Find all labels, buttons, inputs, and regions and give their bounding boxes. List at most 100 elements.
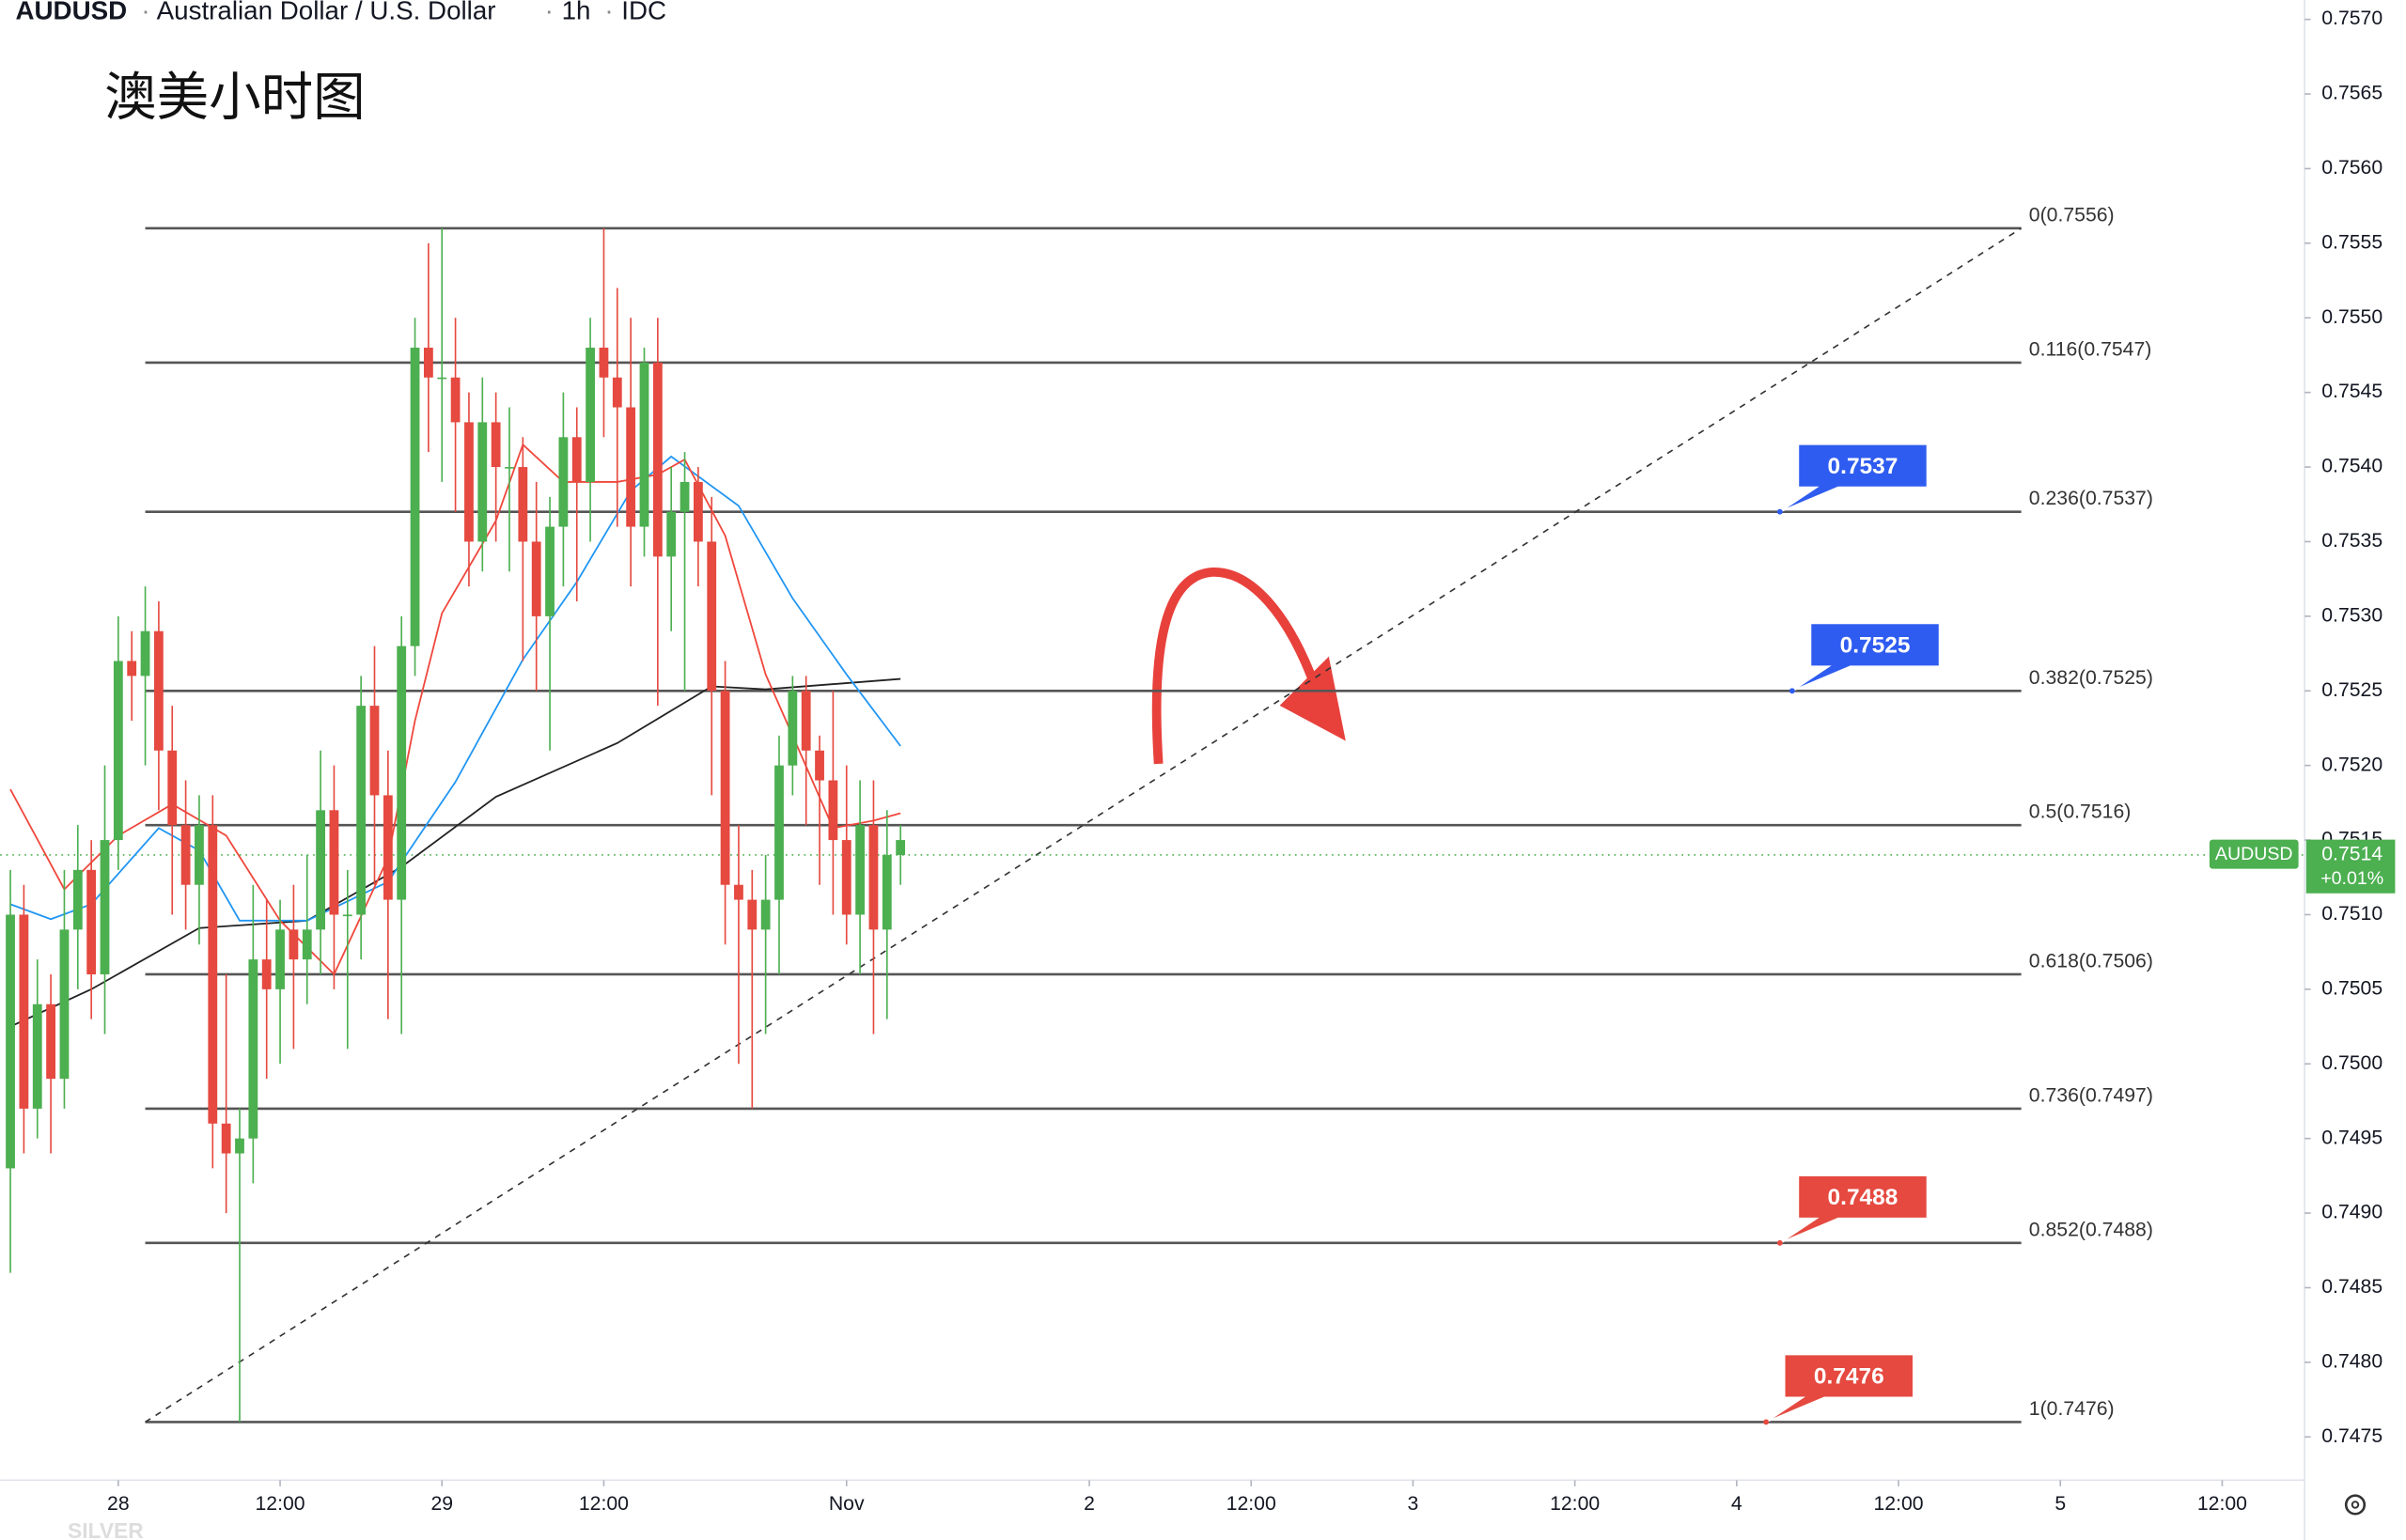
fib-label: 0.236(0.7537) bbox=[2029, 488, 2153, 509]
y-tick-label: 0.7490 bbox=[2321, 1202, 2383, 1223]
candle-body bbox=[571, 437, 582, 482]
candle-body bbox=[558, 437, 569, 527]
candle-body bbox=[720, 691, 730, 885]
y-tick-label: 0.7530 bbox=[2321, 604, 2383, 626]
candle-body bbox=[113, 661, 123, 841]
candle-body bbox=[248, 959, 258, 1139]
candle-body bbox=[666, 511, 677, 557]
symbol[interactable]: AUDUSD bbox=[15, 0, 127, 24]
y-tick-label: 0.7475 bbox=[2321, 1425, 2383, 1447]
candle-body bbox=[760, 899, 771, 930]
candle-body bbox=[896, 840, 906, 855]
settings-icon[interactable] bbox=[2344, 1494, 2367, 1516]
x-tick-label: 12:00 bbox=[255, 1493, 305, 1515]
candle-body bbox=[464, 422, 474, 542]
callout-anchor bbox=[1763, 1419, 1770, 1425]
fib-label: 0(0.7556) bbox=[2029, 205, 2115, 226]
chart-title: 澳美小时图 bbox=[104, 68, 366, 126]
symbol-tag bbox=[2209, 839, 2299, 869]
y-tick-label: 0.7495 bbox=[2321, 1127, 2383, 1148]
x-tick-label: 4 bbox=[1731, 1493, 1742, 1515]
y-tick-label: 0.7535 bbox=[2321, 530, 2383, 552]
candle-body bbox=[815, 750, 824, 781]
candle-body bbox=[261, 959, 272, 989]
callout-box bbox=[1779, 1174, 1929, 1244]
y-tick-label: 0.7555 bbox=[2321, 231, 2383, 253]
candle-body bbox=[356, 706, 367, 915]
callout-label: 0.7488 bbox=[1828, 1185, 1898, 1210]
price-tag-value: 0.7514 bbox=[2321, 844, 2383, 865]
x-tick-label: 3 bbox=[1408, 1493, 1419, 1515]
candle-body bbox=[680, 481, 690, 512]
candle-body bbox=[289, 929, 299, 960]
candle-body bbox=[59, 929, 70, 1080]
candle-body bbox=[626, 407, 636, 527]
candle-body bbox=[437, 377, 447, 380]
y-tick-label: 0.7480 bbox=[2321, 1350, 2383, 1372]
candle-body bbox=[397, 646, 407, 900]
x-tick-label: 28 bbox=[107, 1493, 130, 1515]
candle-body bbox=[100, 840, 110, 974]
candle-body bbox=[329, 810, 339, 915]
x-tick-label: 12:00 bbox=[1873, 1493, 1923, 1515]
candle-body bbox=[19, 914, 29, 1109]
fib-label: 0.5(0.7516) bbox=[2029, 801, 2132, 823]
candle-body bbox=[221, 1123, 231, 1154]
separator: · bbox=[141, 0, 149, 24]
fib-label: 1(0.7476) bbox=[2029, 1398, 2115, 1420]
x-tick-label: 12:00 bbox=[579, 1493, 629, 1515]
y-tick-label: 0.7565 bbox=[2321, 83, 2383, 104]
candle-body bbox=[531, 541, 541, 616]
candle-body bbox=[208, 825, 218, 1124]
candle-body bbox=[774, 765, 784, 900]
candle-body bbox=[32, 1003, 42, 1109]
x-tick-label: 5 bbox=[2054, 1493, 2066, 1515]
candle-body bbox=[505, 467, 514, 469]
candle-body bbox=[599, 348, 609, 378]
callout-label: 0.7537 bbox=[1828, 454, 1898, 479]
candle-body bbox=[801, 691, 811, 751]
candle-body bbox=[828, 780, 838, 841]
candle-body bbox=[450, 377, 461, 423]
symbol-tag-label: AUDUSD bbox=[2215, 844, 2293, 864]
y-tick-label: 0.7520 bbox=[2321, 754, 2383, 775]
fib-label: 0.116(0.7547) bbox=[2029, 338, 2152, 360]
candle-body bbox=[882, 854, 892, 930]
candle-body bbox=[369, 706, 380, 796]
candle-body bbox=[423, 348, 433, 378]
fib-label: 0.852(0.7488) bbox=[2029, 1219, 2153, 1240]
fib-label: 0.382(0.7525) bbox=[2029, 667, 2153, 689]
candle-body bbox=[410, 348, 420, 646]
candle-body bbox=[693, 481, 703, 542]
y-tick-label: 0.7510 bbox=[2321, 903, 2383, 925]
gear[interactable] bbox=[2344, 1494, 2367, 1516]
price-tag-change: +0.01% bbox=[2320, 868, 2383, 889]
curved-arrow bbox=[1151, 568, 1346, 765]
candle-body bbox=[747, 899, 758, 930]
candle-body bbox=[46, 1003, 55, 1080]
x-tick-label: 2 bbox=[1084, 1493, 1095, 1515]
source: IDC bbox=[621, 0, 666, 24]
candle-body bbox=[235, 1138, 244, 1154]
x-tick-label: 29 bbox=[430, 1493, 453, 1515]
candle-body bbox=[127, 661, 137, 677]
candle-body bbox=[855, 825, 865, 915]
callout-anchor bbox=[1776, 1239, 1783, 1246]
header: AUDUSD · Australian Dollar / U.S. Dollar… bbox=[15, 0, 666, 24]
candle-body bbox=[491, 422, 501, 468]
y-tick-label: 0.7545 bbox=[2321, 381, 2383, 402]
y-tick-label: 0.7540 bbox=[2321, 456, 2383, 477]
candle-body bbox=[86, 869, 97, 974]
separator: · bbox=[604, 0, 613, 24]
candle-body bbox=[180, 825, 191, 885]
fib-label: 0.736(0.7497) bbox=[2029, 1084, 2153, 1106]
callout-label: 0.7476 bbox=[1814, 1364, 1884, 1390]
trend-line bbox=[145, 227, 2023, 1423]
interval[interactable]: 1h bbox=[562, 0, 591, 24]
x-tick-label: Nov bbox=[829, 1493, 865, 1515]
candle-body bbox=[140, 630, 150, 677]
candle-body bbox=[612, 377, 622, 408]
candle-body bbox=[302, 929, 312, 960]
